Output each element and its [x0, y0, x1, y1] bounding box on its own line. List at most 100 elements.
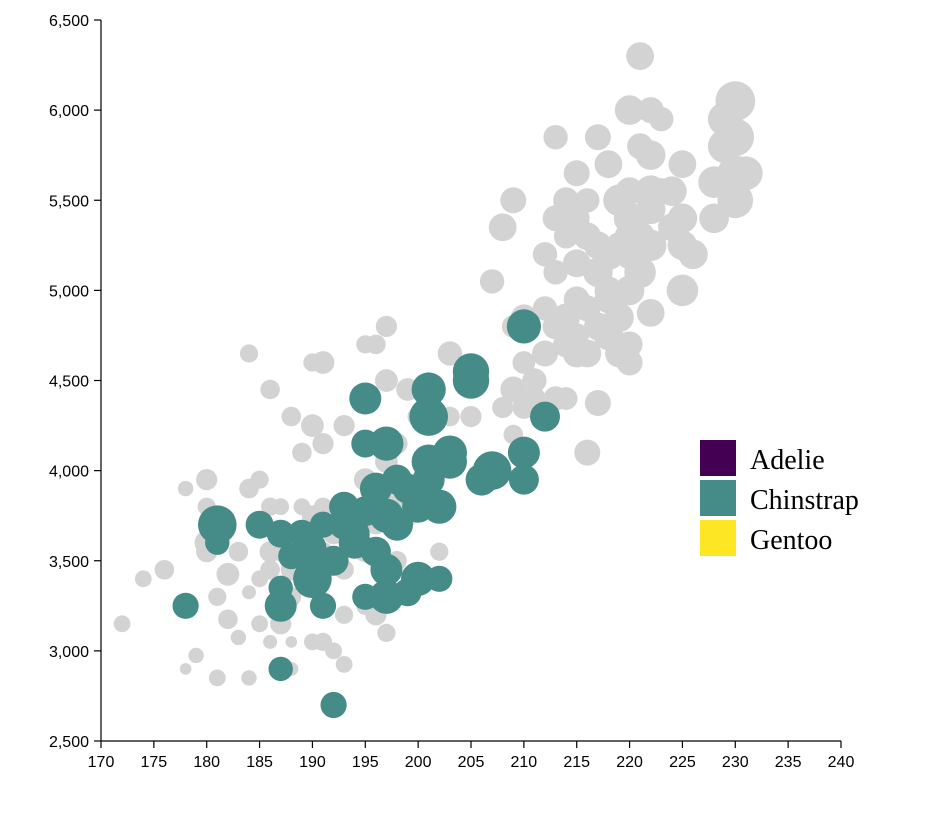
point-gentoo — [573, 339, 602, 368]
legend: Adelie Chinstrap Gentoo — [700, 440, 859, 556]
point-adelie — [272, 498, 290, 516]
legend-label-adelie: Adelie — [750, 445, 825, 476]
y-tick-label: 3,000 — [49, 644, 89, 661]
point-adelie — [333, 415, 355, 437]
point-chinstrap — [411, 372, 446, 407]
point-gentoo — [616, 349, 643, 376]
point-chinstrap — [507, 436, 540, 469]
point-gentoo — [614, 95, 645, 125]
point-gentoo — [574, 439, 601, 466]
legend-swatch-adelie — [700, 440, 736, 476]
point-adelie — [242, 585, 256, 600]
point-adelie — [335, 605, 354, 624]
point-adelie — [239, 344, 259, 363]
point-gentoo — [512, 351, 536, 374]
point-chinstrap — [508, 464, 539, 495]
y-tick-label: 5,500 — [49, 193, 89, 210]
point-gentoo — [717, 182, 754, 219]
point-gentoo — [594, 285, 623, 314]
point-adelie — [375, 369, 398, 392]
point-adelie — [196, 469, 218, 491]
point-adelie — [154, 560, 175, 580]
x-tick-label: 175 — [141, 754, 168, 771]
point-adelie — [250, 470, 269, 489]
x-tick-label: 220 — [616, 754, 643, 771]
point-gentoo — [616, 331, 643, 358]
point-gentoo — [715, 81, 756, 121]
point-chinstrap — [349, 382, 382, 415]
point-adelie — [208, 587, 227, 606]
point-adelie — [292, 442, 312, 463]
point-gentoo — [657, 176, 687, 206]
point-adelie — [228, 541, 249, 562]
point-chinstrap — [309, 511, 337, 538]
point-chinstrap — [320, 691, 347, 719]
point-gentoo — [532, 242, 558, 267]
x-tick-label: 205 — [458, 754, 485, 771]
point-adelie — [366, 334, 386, 355]
point-gentoo — [584, 124, 611, 151]
point-adelie — [377, 623, 396, 643]
point-adelie — [260, 560, 280, 580]
point-chinstrap — [264, 589, 297, 622]
point-chinstrap — [370, 553, 403, 586]
point-gentoo — [437, 341, 463, 366]
y-tick-label: 6,000 — [49, 103, 89, 120]
point-chinstrap — [472, 451, 512, 490]
y-tick-label: 4,500 — [49, 374, 89, 391]
point-chinstrap — [432, 444, 467, 479]
points-layer — [113, 42, 763, 719]
point-chinstrap — [268, 656, 293, 682]
point-gentoo — [543, 260, 568, 285]
x-tick-label: 230 — [722, 754, 749, 771]
point-adelie — [134, 570, 152, 588]
legend-swatch-gentoo — [700, 520, 736, 556]
point-gentoo — [666, 274, 699, 307]
point-chinstrap — [309, 592, 337, 619]
point-adelie — [230, 629, 247, 646]
point-gentoo — [554, 387, 578, 410]
point-adelie — [430, 542, 449, 561]
x-tick-label: 235 — [775, 754, 802, 771]
x-tick-label: 190 — [299, 754, 326, 771]
point-gentoo — [575, 188, 600, 213]
point-chinstrap — [298, 533, 327, 562]
y-tick-label: 6,500 — [49, 13, 89, 30]
point-adelie — [208, 669, 226, 687]
axes-layer: 170 175 180 185 190 195 200 205 210 215 220 225 230 2… — [49, 13, 854, 771]
point-gentoo — [626, 42, 654, 70]
point-adelie — [188, 647, 204, 664]
point-gentoo — [460, 406, 482, 428]
point-adelie — [311, 351, 335, 374]
x-tick-label: 180 — [193, 754, 220, 771]
point-adelie — [375, 315, 397, 337]
point-chinstrap — [172, 592, 199, 619]
point-gentoo — [594, 150, 623, 179]
point-gentoo — [636, 299, 665, 327]
point-chinstrap — [426, 565, 453, 592]
point-adelie — [263, 634, 278, 649]
point-gentoo — [543, 125, 568, 150]
point-gentoo — [729, 156, 763, 190]
point-chinstrap — [409, 397, 449, 436]
point-chinstrap — [422, 489, 457, 524]
x-tick-label: 170 — [88, 754, 115, 771]
point-gentoo — [667, 203, 698, 234]
point-chinstrap — [198, 505, 237, 544]
point-adelie — [179, 663, 192, 675]
point-adelie — [218, 609, 238, 630]
point-gentoo — [624, 256, 656, 289]
point-chinstrap — [266, 519, 295, 548]
y-tick-label: 2,500 — [49, 734, 89, 751]
point-gentoo — [492, 396, 514, 419]
point-adelie — [301, 414, 324, 437]
x-tick-label: 215 — [563, 754, 590, 771]
point-chinstrap — [278, 543, 305, 570]
y-tick-label: 4,000 — [49, 464, 89, 481]
point-chinstrap — [401, 561, 436, 596]
point-gentoo — [678, 239, 708, 270]
point-adelie — [177, 480, 194, 497]
point-gentoo — [500, 187, 527, 214]
point-adelie — [260, 379, 280, 400]
